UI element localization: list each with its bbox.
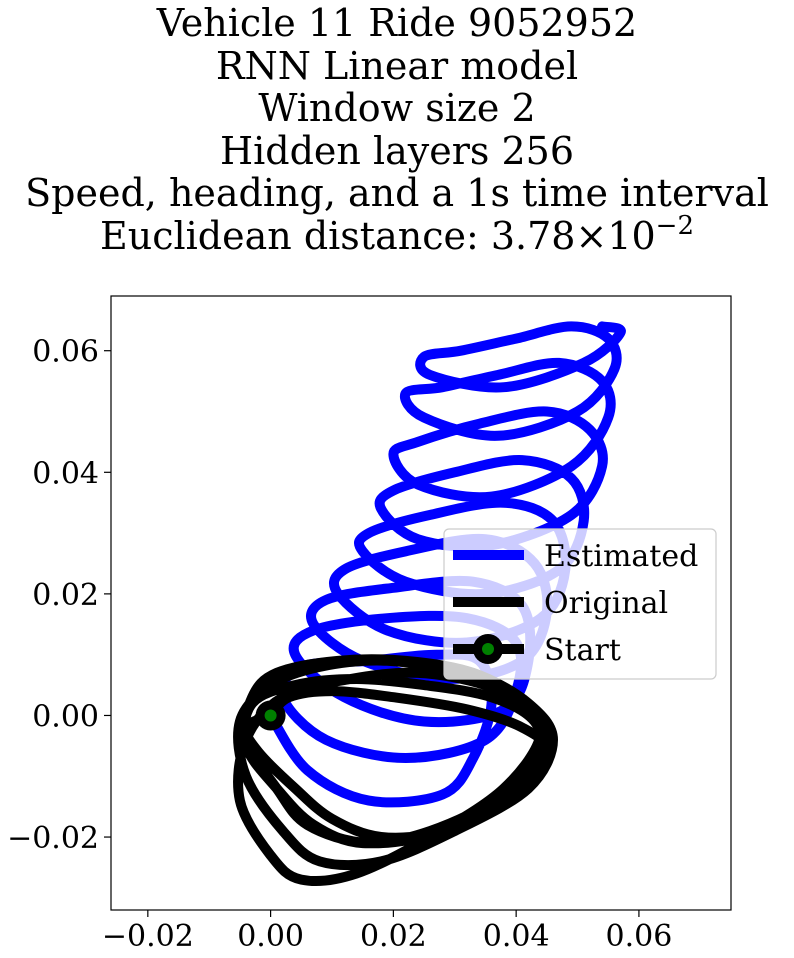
distance-prefix: Euclidean distance: [100, 213, 491, 258]
title-line-distance: Euclidean distance: 3.78×10−2 [0, 213, 794, 258]
x-tick-label: 0.04 [483, 919, 550, 954]
legend: Estimated Original Start [443, 528, 717, 680]
title-line-model: RNN Linear model [215, 43, 579, 88]
start-marker [264, 709, 277, 722]
distance-times: × [575, 213, 608, 258]
x-tick-label: −0.02 [102, 919, 194, 954]
chart-title: Vehicle 11 Ride 9052952 RNN Linear model… [0, 2, 794, 257]
title-line-features: Speed, heading, and a 1s time interval [25, 171, 769, 215]
distance-mantissa: 3.78 [490, 213, 576, 258]
x-tick-label: 0.00 [237, 919, 304, 954]
distance-base: 10 [607, 213, 656, 258]
x-tick-label: 0.02 [360, 919, 427, 954]
title-line-hidden: Hidden layers 256 [219, 128, 575, 173]
x-tick-label: 0.06 [606, 919, 673, 954]
legend-label-original: Original [544, 586, 668, 621]
series-line-original [233, 654, 558, 886]
legend-box [443, 528, 717, 680]
legend-start-marker [482, 643, 494, 655]
distance-exponent: −2 [655, 210, 694, 241]
y-tick-label: −0.02 [7, 821, 99, 856]
y-tick-label: 0.04 [32, 456, 99, 491]
title-line-ride: Vehicle 11 Ride 9052952 [156, 1, 638, 45]
y-tick-label: 0.02 [32, 578, 99, 613]
plot-frame [110, 295, 732, 911]
y-tick-label: 0.06 [32, 335, 99, 370]
title-line-window: Window size 2 [258, 86, 536, 130]
axis-ticks: −0.02 0.00 0.02 0.04 0.06 −0.02 0.00 0.02 0.04 0.… [7, 335, 672, 954]
legend-label-start: Start [544, 633, 621, 668]
legend-label-estimated: Estimated [544, 539, 698, 574]
y-tick-label: 0.00 [32, 699, 99, 734]
